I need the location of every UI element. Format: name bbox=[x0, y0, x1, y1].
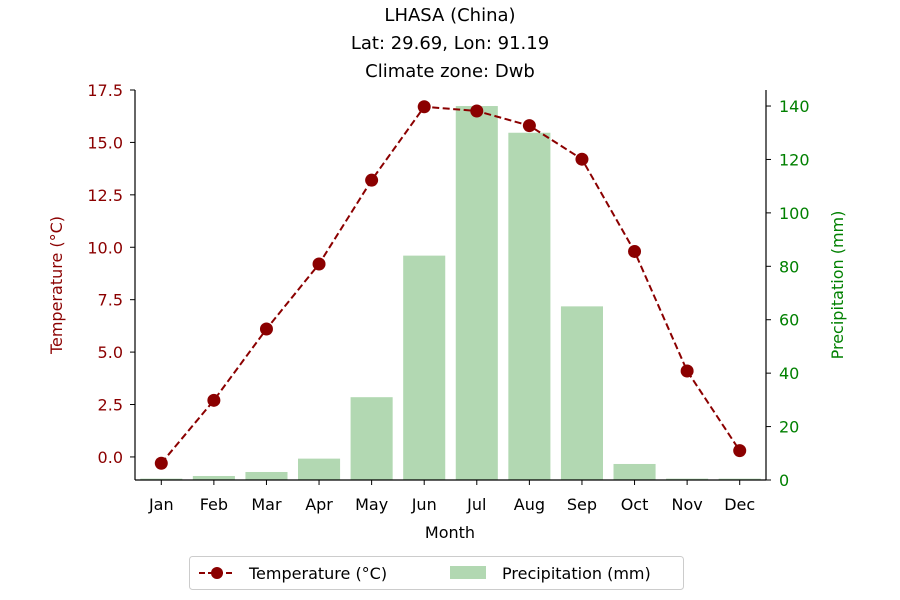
right-y-axis-label: Precipitation (mm) bbox=[828, 211, 847, 360]
legend-precipitation-label: Precipitation (mm) bbox=[502, 564, 651, 583]
precipitation-bar bbox=[140, 478, 183, 480]
x-tick-label: Nov bbox=[672, 495, 703, 514]
x-tick-label: Apr bbox=[305, 495, 333, 514]
legend-frame bbox=[189, 556, 684, 590]
temperature-point bbox=[733, 444, 747, 458]
temperature-point bbox=[628, 244, 642, 258]
left-y-tick-label: 5.0 bbox=[98, 343, 123, 362]
right-y-tick-label: 40 bbox=[779, 364, 799, 383]
temperature-point bbox=[312, 257, 326, 271]
x-tick-label: Dec bbox=[724, 495, 755, 514]
x-tick-label: Mar bbox=[251, 495, 282, 514]
temperature-point bbox=[259, 322, 273, 336]
left-y-tick-label: 7.5 bbox=[98, 291, 123, 310]
right-y-tick-label: 20 bbox=[779, 418, 799, 437]
left-y-axis-ticks: 0.0 2.5 5.0 7.5 10.0 12.5 15.0 17.5 bbox=[87, 81, 135, 467]
temperature-point bbox=[365, 173, 379, 187]
title-line-3: Climate zone: Dwb bbox=[365, 61, 535, 82]
right-y-tick-label: 80 bbox=[779, 257, 799, 276]
right-y-tick-label: 100 bbox=[779, 204, 810, 223]
right-y-tick-label: 60 bbox=[779, 311, 799, 330]
precipitation-bar bbox=[403, 255, 446, 480]
left-y-tick-label: 0.0 bbox=[98, 448, 123, 467]
legend-precipitation-swatch bbox=[450, 566, 486, 579]
temperature-point bbox=[417, 100, 431, 114]
temperature-point bbox=[680, 364, 694, 378]
x-tick-label: May bbox=[355, 495, 388, 514]
precipitation-bar bbox=[298, 458, 341, 480]
left-y-axis-label: Temperature (°C) bbox=[47, 216, 66, 355]
title-line-1: LHASA (China) bbox=[384, 5, 515, 26]
precipitation-bar bbox=[560, 306, 603, 480]
precipitation-bar bbox=[455, 106, 498, 480]
x-tick-label: Jul bbox=[466, 495, 486, 514]
x-tick-label: Feb bbox=[200, 495, 228, 514]
chart-title: LHASA (China) Lat: 29.69, Lon: 91.19 Cli… bbox=[351, 5, 549, 82]
precipitation-bar bbox=[613, 463, 656, 480]
right-y-tick-label: 140 bbox=[779, 97, 810, 116]
temperature-point bbox=[522, 119, 536, 133]
x-tick-label: Aug bbox=[514, 495, 545, 514]
temperature-line bbox=[154, 100, 747, 470]
x-tick-label: Sep bbox=[567, 495, 597, 514]
right-y-tick-label: 120 bbox=[779, 150, 810, 169]
left-y-tick-label: 2.5 bbox=[98, 396, 123, 415]
precipitation-bar bbox=[666, 478, 709, 480]
precipitation-bars bbox=[140, 106, 761, 481]
temperature-point bbox=[470, 104, 484, 118]
precipitation-bar bbox=[508, 132, 551, 481]
left-y-tick-label: 10.0 bbox=[87, 238, 123, 257]
legend-temperature-label: Temperature (°C) bbox=[248, 564, 387, 583]
legend-temperature-marker bbox=[211, 567, 223, 579]
precipitation-bar bbox=[245, 471, 288, 480]
x-axis-label: Month bbox=[425, 523, 475, 542]
axes bbox=[134, 90, 767, 481]
temperature-point bbox=[207, 393, 221, 407]
x-tick-label: Jan bbox=[148, 495, 174, 514]
precipitation-bar bbox=[350, 397, 393, 480]
right-y-tick-label: 0 bbox=[779, 471, 789, 490]
left-y-tick-label: 15.0 bbox=[87, 133, 123, 152]
x-axis-ticks: Jan Feb Mar Apr May Jun Jul Aug Sep Oct Nov Dec bbox=[148, 480, 755, 514]
left-y-tick-label: 12.5 bbox=[87, 186, 123, 205]
precipitation-bar bbox=[192, 475, 235, 480]
title-line-2: Lat: 29.69, Lon: 91.19 bbox=[351, 33, 549, 54]
x-tick-label: Jun bbox=[411, 495, 437, 514]
right-y-axis-ticks: 0 20 40 60 80 100 120 140 bbox=[766, 97, 810, 490]
left-y-tick-label: 17.5 bbox=[87, 81, 123, 100]
temperature-series-line bbox=[160, 105, 741, 464]
precipitation-bar bbox=[718, 478, 761, 480]
legend: Temperature (°C) Precipitation (mm) bbox=[189, 556, 684, 590]
x-tick-label: Oct bbox=[621, 495, 649, 514]
temperature-point bbox=[575, 152, 589, 166]
temperature-point bbox=[154, 456, 168, 470]
